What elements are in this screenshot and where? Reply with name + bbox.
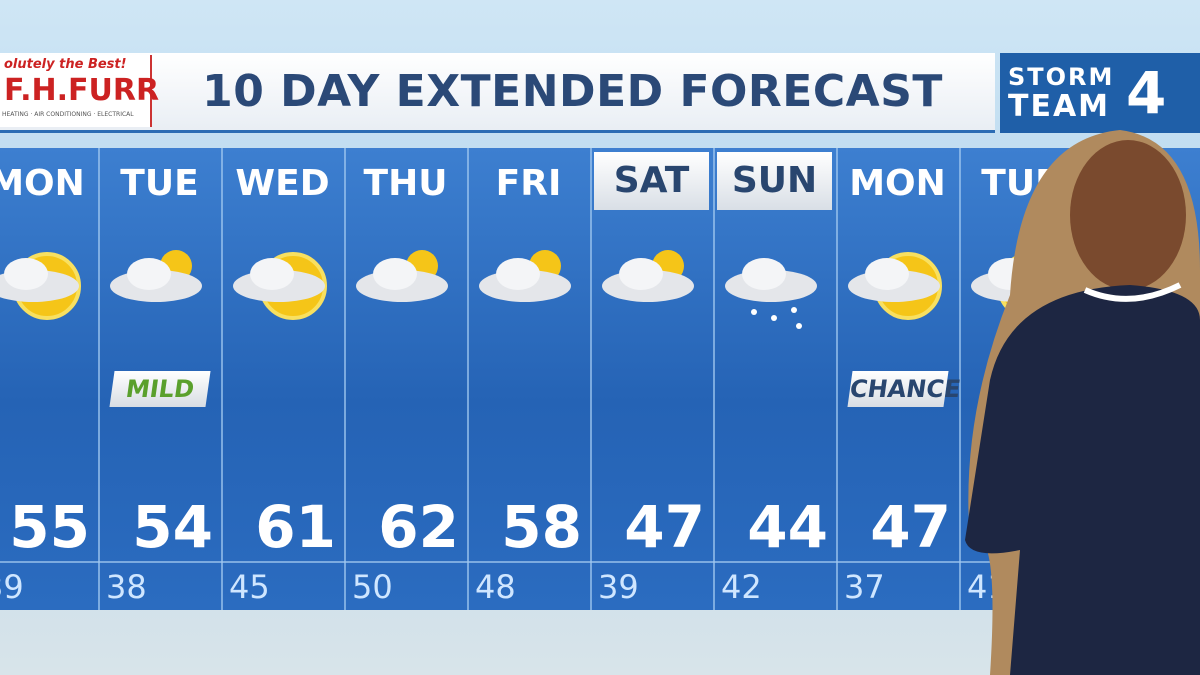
- presenter: [965, 130, 1200, 675]
- high-temp: 55: [9, 493, 90, 561]
- station-line2: TEAM: [1008, 89, 1111, 124]
- badge: MILD: [109, 371, 211, 407]
- low-temp: 39: [0, 568, 24, 606]
- weather-icon: [233, 252, 327, 320]
- day-column: MON 55 39: [0, 148, 100, 610]
- day-name: TUE: [120, 163, 199, 204]
- separator: [98, 561, 221, 563]
- weather-icon: [356, 250, 448, 302]
- low-temp: 48: [475, 568, 516, 606]
- high-temp: 47: [624, 493, 705, 561]
- separator: [221, 561, 344, 563]
- separator: [467, 561, 590, 563]
- high-temp: 58: [501, 493, 582, 561]
- day-column: FRI 58 48: [467, 148, 592, 610]
- station-logo: STORM TEAM 4: [1000, 53, 1200, 133]
- day-column: TUE MILD 54 38: [98, 148, 223, 610]
- day-column: SAT 47 39: [590, 148, 715, 610]
- day-name: MON: [0, 163, 85, 204]
- sponsor-name: F.H.FURR: [4, 73, 160, 108]
- low-temp: 50: [352, 568, 393, 606]
- header-bar: olutely the Best! F.H.FURR HEATING · AIR…: [0, 53, 995, 133]
- weather-icon: [848, 252, 942, 320]
- day-name: THU: [363, 163, 448, 204]
- weather-icon: [110, 250, 202, 302]
- day-column: THU 62 50: [344, 148, 469, 610]
- day-name: FRI: [495, 163, 562, 204]
- sponsor-services: HEATING · AIR CONDITIONING · ELECTRICAL: [2, 111, 134, 118]
- high-temp: 62: [378, 493, 459, 561]
- separator: [836, 561, 959, 563]
- weather-icon: [725, 258, 817, 329]
- high-temp: 47: [870, 493, 951, 561]
- station-line1: STORM: [1008, 63, 1115, 91]
- weather-icon: [602, 250, 694, 302]
- day-column: SUN 44 42: [713, 148, 838, 610]
- day-name: MON: [849, 163, 946, 204]
- separator: [0, 561, 98, 563]
- day-column: WED 61 45: [221, 148, 346, 610]
- badge: CHANCE: [847, 371, 962, 407]
- low-temp: 45: [229, 568, 270, 606]
- low-temp: 37: [844, 568, 885, 606]
- low-temp: 42: [721, 568, 762, 606]
- title: 10 DAY EXTENDED FORECAST: [202, 66, 943, 117]
- low-temp: 38: [106, 568, 147, 606]
- high-temp: 54: [132, 493, 213, 561]
- weather-icon: [479, 250, 571, 302]
- day-column: MON CHANCE 47 37: [836, 148, 962, 610]
- weather-icon: [0, 252, 81, 320]
- station-number: 4: [1126, 59, 1167, 127]
- sponsor-logo: olutely the Best! F.H.FURR HEATING · AIR…: [0, 55, 159, 127]
- sponsor-tagline: olutely the Best!: [4, 57, 127, 72]
- separator: [344, 561, 467, 563]
- day-name: WED: [235, 163, 330, 204]
- high-temp: 61: [255, 493, 336, 561]
- low-temp: 39: [598, 568, 639, 606]
- separator: [590, 561, 713, 563]
- day-name: SUN: [717, 152, 832, 210]
- day-name: SAT: [594, 152, 709, 210]
- high-temp: 44: [747, 493, 828, 561]
- separator: [713, 561, 836, 563]
